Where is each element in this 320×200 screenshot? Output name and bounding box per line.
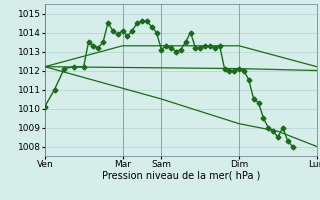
X-axis label: Pression niveau de la mer( hPa ): Pression niveau de la mer( hPa ) xyxy=(102,171,260,181)
